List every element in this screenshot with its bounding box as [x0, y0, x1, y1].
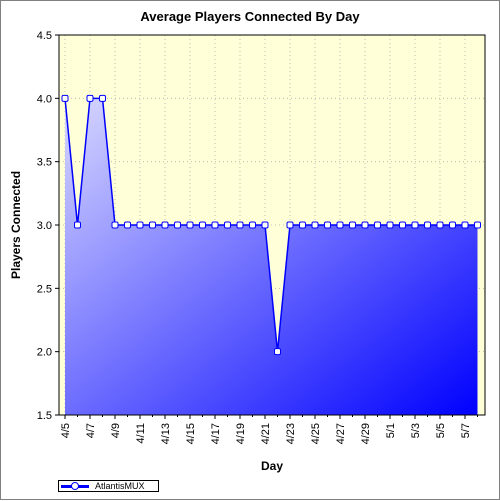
- data-point: [386, 221, 394, 229]
- data-point: [349, 221, 356, 229]
- legend-label: AtlantisMUX: [95, 481, 145, 491]
- y-tick-label: 3.5: [37, 157, 52, 169]
- y-tick-label: 2.0: [37, 347, 52, 359]
- x-tick-label: 5/1: [385, 423, 397, 438]
- x-axis-label: Day: [261, 459, 283, 473]
- data-point: [111, 221, 119, 229]
- data-point: [136, 221, 144, 229]
- y-tick-label: 4.0: [37, 93, 52, 105]
- x-tick-label: 4/11: [135, 423, 147, 444]
- x-tick-label: 4/23: [285, 423, 297, 444]
- data-point: [286, 221, 294, 229]
- x-tick-label: 4/13: [160, 423, 172, 444]
- data-point: [436, 221, 444, 229]
- data-point: [411, 221, 419, 229]
- data-point: [461, 221, 469, 229]
- data-point: [249, 221, 256, 229]
- x-tick-label: 4/9: [110, 423, 122, 438]
- data-point: [399, 221, 406, 229]
- x-tick-label: 4/25: [310, 423, 322, 444]
- y-tick-label: 4.5: [37, 30, 52, 42]
- x-tick-label: 4/27: [335, 423, 347, 444]
- data-point: [211, 221, 219, 229]
- x-axis-ticks: 4/5 4/7 4/9 4/11 4/13 4/15 4/17 4/19 4/21 4/23 4/2…: [60, 415, 478, 444]
- x-tick-label: 4/5: [60, 423, 72, 438]
- data-point: [324, 221, 331, 229]
- data-point: [161, 221, 169, 229]
- data-point: [74, 221, 81, 229]
- x-tick-label: 4/19: [235, 423, 247, 444]
- x-tick-label: 5/7: [460, 423, 472, 438]
- legend: AtlantisMUX: [58, 480, 159, 492]
- y-axis-ticks: 1.5 2.0 2.5 3.0 3.5 4.0 4.5: [37, 30, 59, 422]
- data-point: [336, 221, 344, 229]
- data-point: [61, 94, 69, 102]
- y-tick-label: 2.5: [37, 283, 52, 295]
- y-tick-label: 3.0: [37, 220, 52, 232]
- data-point: [199, 221, 206, 229]
- data-point: [311, 221, 319, 229]
- data-point: [99, 94, 106, 102]
- data-point: [449, 221, 456, 229]
- data-point: [424, 221, 431, 229]
- data-point: [261, 221, 269, 229]
- x-tick-label: 4/29: [360, 423, 372, 444]
- data-point: [124, 221, 131, 229]
- data-point: [186, 221, 194, 229]
- series-area: [65, 98, 478, 415]
- data-point: [299, 221, 306, 229]
- data-point: [224, 221, 231, 229]
- x-tick-label: 5/5: [435, 423, 447, 438]
- data-point: [361, 221, 369, 229]
- x-tick-label: 4/15: [185, 423, 197, 444]
- x-tick-label: 4/17: [210, 423, 222, 444]
- series-line: [64, 97, 478, 352]
- x-tick-label: 5/3: [410, 423, 422, 438]
- data-point: [374, 221, 381, 229]
- data-point: [274, 348, 281, 356]
- y-tick-label: 1.5: [37, 410, 52, 422]
- x-tick-label: 4/21: [260, 423, 272, 444]
- x-tick-label: 4/7: [85, 423, 97, 438]
- chart-title: Average Players Connected By Day: [140, 9, 360, 24]
- series-markers: [61, 94, 481, 356]
- y-axis-label: Players Connected: [9, 171, 23, 279]
- data-point: [149, 221, 156, 229]
- data-point: [86, 94, 94, 102]
- data-point: [236, 221, 244, 229]
- data-point: [174, 221, 181, 229]
- legend-swatch: [61, 481, 91, 491]
- data-point: [474, 221, 481, 229]
